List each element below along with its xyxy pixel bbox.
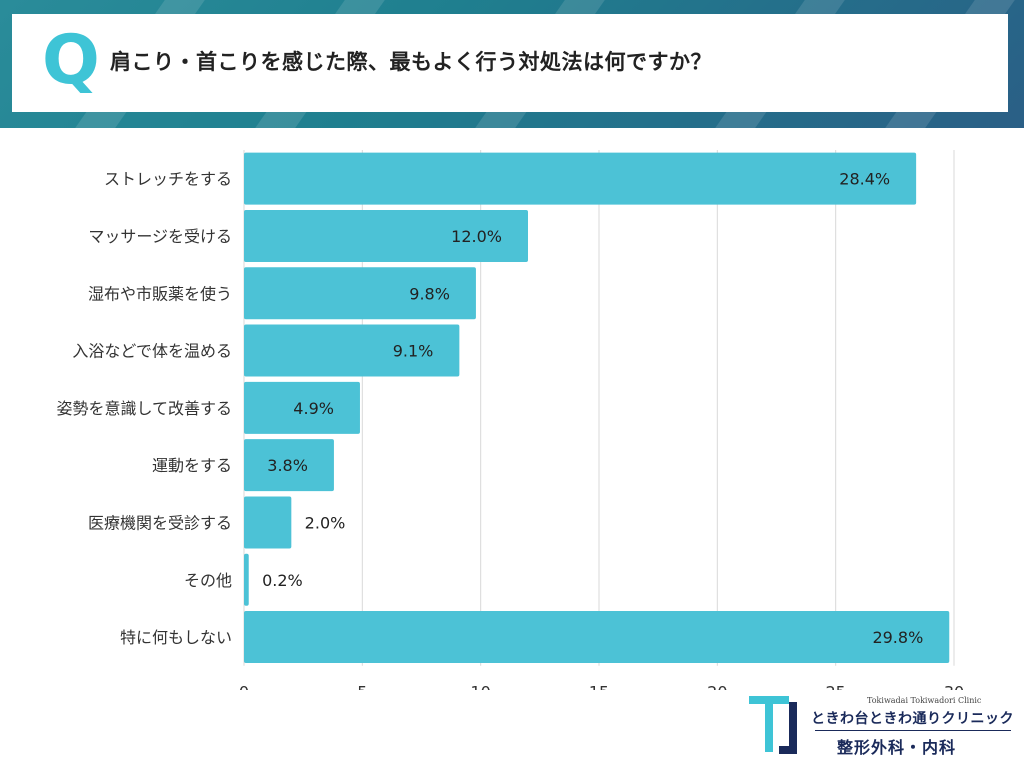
category-label-0: ストレッチをする [104,170,232,189]
value-label-1: 12.0% [451,227,502,246]
value-label-0: 28.4% [839,170,890,189]
category-label-7: その他 [184,571,232,590]
clinic-logo: Tokiwadai Tokiwadori Clinic ときわ台ときわ通りクリニ… [745,692,1015,764]
question-box: Q 肩こり・首こりを感じた際、最もよく行う対処法は何ですか？ [12,14,1008,112]
x-tick-label-15: 15 [589,683,609,690]
category-label-2: 湿布や市販薬を使う [88,284,232,303]
x-tick-label-20: 20 [707,683,727,690]
category-label-6: 医療機関を受診する [88,513,232,532]
value-label-3: 9.1% [393,342,434,361]
value-label-8: 29.8% [872,628,923,647]
bar-1 [244,209,528,262]
bar-0 [244,152,917,205]
value-label-4: 4.9% [293,399,334,418]
value-label-2: 9.8% [409,284,450,303]
clinic-logo-mark-icon [749,696,797,754]
bar-6 [244,496,292,549]
bar-5 [244,439,334,492]
category-label-1: マッサージを受ける [88,227,232,246]
value-label-6: 2.0% [305,513,346,532]
bar-7 [244,553,249,606]
category-label-4: 姿勢を意識して改善する [56,399,232,418]
bar-chart: ストレッチをする 28.4% マッサージを受ける 12.0% 湿布や市販薬を使う 9.8%… [56,150,964,690]
value-label-5: 3.8% [267,456,308,475]
clinic-name-en: Tokiwadai Tokiwadori Clinic [867,696,982,705]
category-label-3: 入浴などで体を温める [72,342,232,361]
bar-2 [244,267,476,320]
logo-divider [815,730,1011,731]
question-title: 肩こり・首こりを感じた際、最もよく行う対処法は何ですか？ [110,50,712,74]
q-mark: Q [42,21,100,100]
clinic-departments: 整形外科・内科 [837,738,957,757]
x-tick-label-10: 10 [470,683,490,690]
x-tick-label-30: 30 [944,683,964,690]
category-label-8: 特に何もしない [120,628,232,647]
bar-8 [244,611,950,664]
value-label-7: 0.2% [262,571,303,590]
clinic-name-jp: ときわ台ときわ通りクリニック [811,711,1014,727]
bar-4 [244,381,360,434]
bar-3 [244,324,460,377]
x-tick-label-0: 0 [239,683,249,690]
x-tick-label-25: 25 [825,683,845,690]
x-tick-label-5: 5 [357,683,367,690]
category-label-5: 運動をする [152,456,232,475]
